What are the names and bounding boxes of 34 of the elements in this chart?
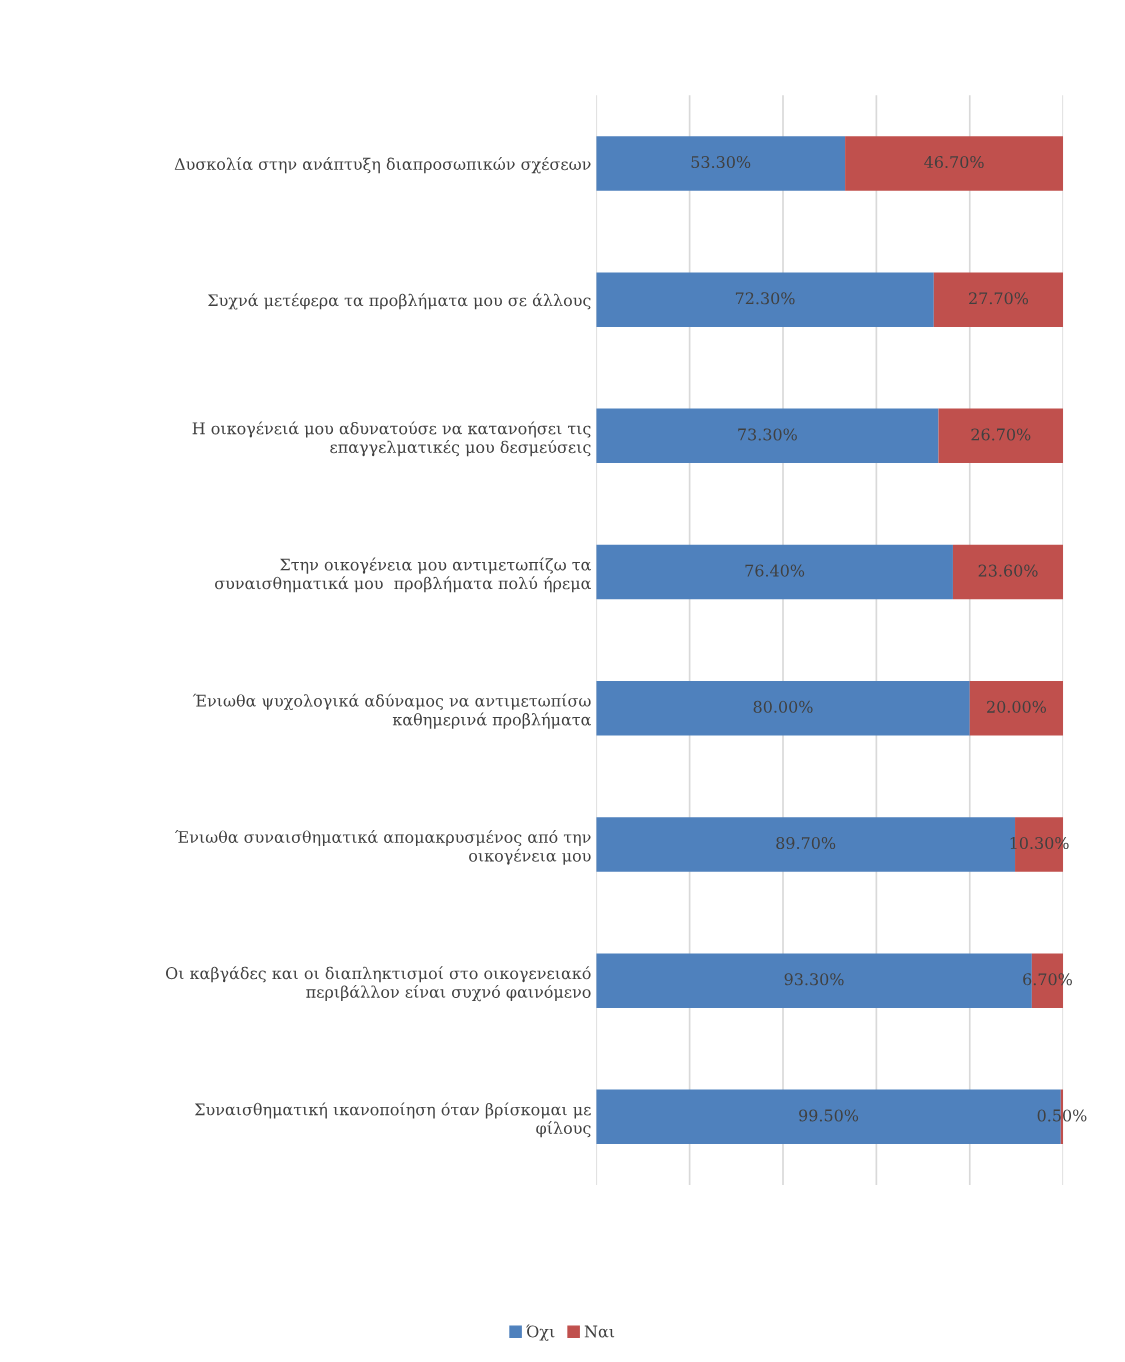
data-label: 73.30%	[738, 428, 797, 441]
data-label: 93.30%	[784, 973, 844, 986]
data-label: 20.00%	[987, 700, 1047, 713]
y-tick-label: Στην οικογένεια μου αντιμετωπίζω τα συναισθηματικά μου προβλήματα πολύ ήρεμα	[215, 557, 591, 593]
data-label: 26.70%	[971, 428, 1031, 441]
y-tick-label: Ένιωθα ψυχολογικά αδύναμος να αντιμετωπίσω καθημερινά προβλήματα	[192, 693, 591, 729]
bar	[938, 408, 1064, 464]
data-label: 80.00%	[753, 700, 813, 713]
y-tick-label: Οι καβγάδες και οι διαπληκτισμοί στο οικογενειακό περιβάλλον είναι συχνό φαινόμενο	[166, 966, 591, 1002]
bar	[596, 408, 939, 464]
legend-label: Όχι	[526, 1324, 555, 1341]
data-label: 46.70%	[924, 155, 984, 169]
y-tick-label: Ένιωθα συναισθηματικά απομακρυσμένος από την οικογένεια μου	[174, 830, 591, 865]
bar	[952, 544, 1064, 600]
bar	[596, 136, 846, 191]
bar	[596, 272, 934, 327]
bar	[845, 136, 1064, 191]
legend-label: Ναι	[584, 1325, 615, 1338]
y-tick-label: Η οικογένειά μου αδυνατούσε να κατανοήσει τις επαγγελματικές μου δεσμεύσεις	[192, 421, 591, 457]
bar	[933, 272, 1064, 327]
y-tick-label: Δυσκολία στην ανάπτυξη διαπροσωπικών σχέσεων	[174, 157, 591, 174]
data-label: 76.40%	[745, 564, 805, 577]
data-label: 27.70%	[969, 292, 1029, 305]
bar	[969, 681, 1064, 736]
data-label: 53.30%	[691, 155, 751, 169]
data-label: 89.70%	[776, 836, 836, 850]
y-tick-label: Συχνά μετέφερα τα προβλήματα μου σε άλλους	[207, 293, 591, 310]
data-label: 23.60%	[978, 564, 1038, 577]
data-label: 0.50%	[1037, 1109, 1087, 1122]
data-label: 72.30%	[735, 292, 795, 305]
bar	[596, 681, 970, 736]
data-label: 99.50%	[799, 1109, 859, 1122]
y-tick-label: Συναισθηματική ικανοποίηση όταν βρίσκομαι με φίλους	[194, 1102, 591, 1138]
bar	[596, 544, 953, 600]
